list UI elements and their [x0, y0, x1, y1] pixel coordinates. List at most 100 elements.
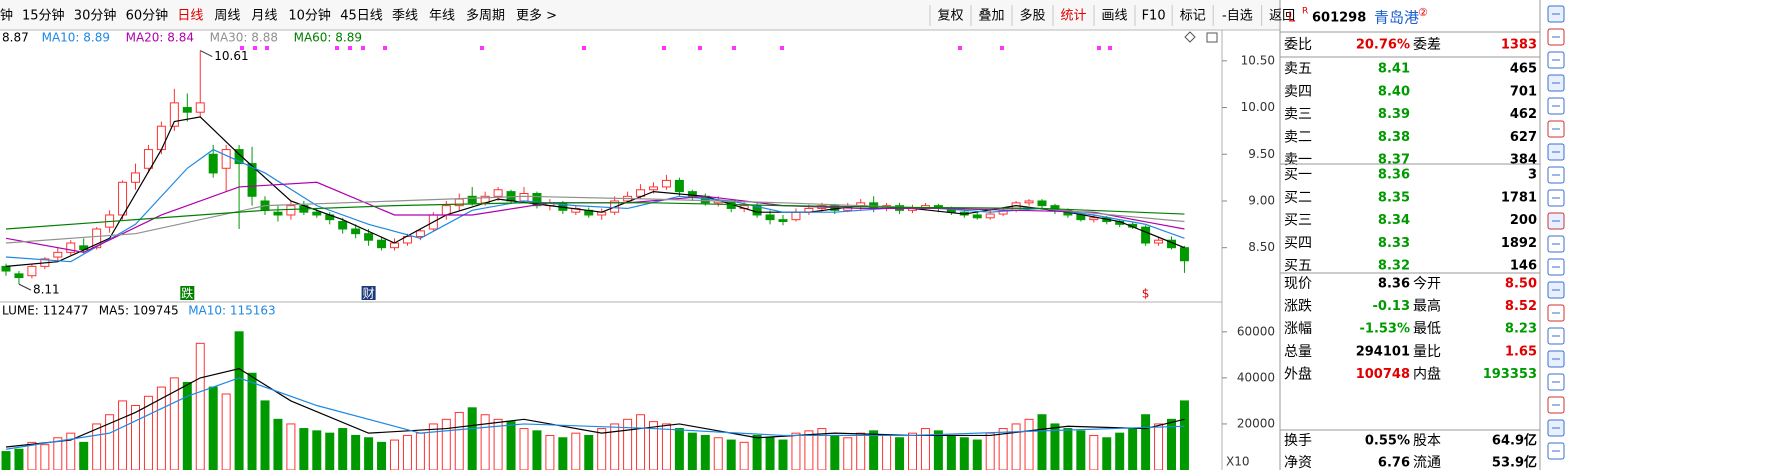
field-value: 0.55% [1365, 434, 1410, 449]
toolbar-button[interactable]: 画线 [1101, 9, 1127, 24]
period-tab[interactable]: 日线 [177, 9, 203, 24]
candle-body [182, 107, 192, 113]
book-price: 8.36 [1378, 168, 1410, 183]
period-tab[interactable]: 季线 [392, 9, 418, 24]
toolbar-button[interactable]: 标记 [1180, 9, 1206, 24]
diamond-icon[interactable] [1184, 31, 1196, 43]
toolbar-button[interactable]: 返回 [1269, 9, 1295, 24]
annotation: 10.61 [214, 49, 248, 63]
volume-bar [325, 432, 335, 470]
volume-bar [661, 423, 671, 470]
toolbar-button[interactable]: 多股 [1019, 8, 1045, 24]
candle-body [377, 239, 387, 249]
field-label: 总量 [1284, 344, 1312, 360]
volume-bar [895, 437, 905, 470]
toolbar-button[interactable]: F10 [1142, 9, 1166, 24]
book-price: 8.34 [1378, 213, 1410, 228]
candle-body [131, 172, 140, 183]
candle-body [14, 273, 24, 279]
toolbar-button[interactable]: 叠加 [978, 9, 1004, 24]
period-tab[interactable]: 周线 [214, 9, 240, 24]
volume-bar [985, 432, 995, 470]
book-label: 卖四 [1284, 84, 1312, 100]
volume-bar [843, 437, 853, 470]
field-label: 最高 [1413, 298, 1441, 315]
candle-body [778, 219, 788, 223]
y-tick-label: 9.00 [1248, 193, 1275, 207]
volume-bar [700, 434, 710, 470]
volume-bar [1, 451, 11, 470]
field-label: 股本 [1413, 433, 1441, 449]
book-price: 8.32 [1378, 259, 1410, 274]
field-label: 现价 [1284, 276, 1312, 292]
volume-bar [1167, 418, 1176, 470]
volume-bar [27, 441, 37, 470]
volume-bar [182, 381, 192, 470]
signal-dot [335, 46, 339, 50]
toolbar-button[interactable]: -自选 [1222, 9, 1253, 24]
field-value: 1.65 [1505, 344, 1537, 359]
event-marker: 财 [363, 287, 375, 301]
toolbar-button[interactable]: 复权 [937, 8, 963, 24]
field-value: 8.23 [1505, 322, 1537, 337]
candle-body [519, 192, 529, 202]
toolbar-button[interactable]: 统计 [1060, 9, 1086, 24]
period-tab[interactable]: 月线 [251, 9, 277, 24]
volume-bar [247, 372, 257, 470]
volume-bar [53, 437, 63, 470]
volume-bar [454, 411, 464, 470]
period-tab[interactable]: 30分钟 [74, 8, 117, 24]
ma-line [5, 202, 1185, 230]
signal-dot [253, 46, 257, 50]
candle-body [390, 242, 399, 249]
field-value: -1.53% [1360, 322, 1411, 337]
volume-bar [273, 418, 283, 470]
volume-bar [364, 437, 374, 470]
period-tab[interactable]: 多周期 [466, 8, 505, 24]
volume-bar [1141, 414, 1151, 470]
field-value: 8.36 [1378, 277, 1410, 292]
book-price: 8.37 [1378, 153, 1410, 168]
signal-dot [480, 46, 484, 50]
volume-bar [195, 342, 205, 470]
volume-bar [908, 432, 917, 470]
period-tab[interactable]: 更多 > [516, 8, 557, 24]
legend-entry: LUME: 112477 [2, 304, 88, 318]
candle-body [66, 242, 76, 253]
volume-bar [221, 393, 231, 470]
field-value: 294101 [1356, 344, 1410, 359]
signal-dot [1108, 46, 1112, 50]
field-value: 8.50 [1505, 277, 1537, 292]
candle-body [791, 211, 801, 221]
legend-entry: MA60: 8.89 [294, 31, 362, 45]
period-tab[interactable]: 45日线 [340, 9, 383, 24]
period-tab[interactable]: 钟 [0, 8, 13, 24]
annotation-leader [18, 283, 32, 291]
field-label: 换手 [1284, 432, 1312, 449]
volume-bar [946, 434, 956, 470]
period-tab[interactable]: 年线 [429, 9, 455, 24]
toolbar [0, 0, 1280, 30]
book-label: 卖一 [1284, 152, 1312, 168]
field-value: -0.13 [1373, 299, 1410, 314]
volume-bar [143, 395, 153, 470]
volume-bar [1063, 428, 1073, 470]
event-marker: 跌 [181, 286, 193, 301]
candle-body [156, 125, 166, 151]
volume-bar [532, 430, 542, 470]
volume-ma-line [5, 368, 1185, 448]
book-price: 8.33 [1378, 236, 1410, 251]
candle-body [273, 211, 283, 216]
book-price: 8.40 [1378, 84, 1410, 99]
volume-bar [402, 434, 412, 470]
volume-bar [1179, 400, 1189, 470]
field-value: 20.76% [1356, 38, 1410, 53]
book-size: 1892 [1501, 236, 1537, 251]
y-tick-label: 60000 [1237, 324, 1275, 338]
period-tab[interactable]: 10分钟 [288, 8, 331, 24]
window-icon[interactable] [1206, 32, 1218, 43]
period-tab[interactable]: 60分钟 [126, 8, 169, 24]
period-tab[interactable]: 15分钟 [22, 8, 65, 24]
candle-body [208, 153, 218, 174]
field-value: 1383 [1501, 38, 1537, 53]
